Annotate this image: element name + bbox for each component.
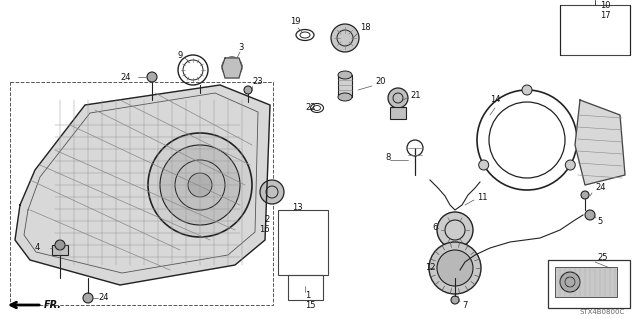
Text: 12: 12 <box>425 263 435 272</box>
Circle shape <box>244 86 252 94</box>
Text: 4: 4 <box>35 243 40 253</box>
Text: 16: 16 <box>259 226 270 234</box>
Text: 9: 9 <box>178 50 183 60</box>
Text: 7: 7 <box>462 300 467 309</box>
Text: 23: 23 <box>252 78 262 86</box>
Circle shape <box>388 88 408 108</box>
Circle shape <box>522 85 532 95</box>
Circle shape <box>585 210 595 220</box>
Text: 22: 22 <box>305 103 316 113</box>
Polygon shape <box>15 85 270 285</box>
Text: 14: 14 <box>490 95 500 105</box>
Bar <box>52 245 68 255</box>
Text: 17: 17 <box>600 11 611 19</box>
Circle shape <box>565 160 575 170</box>
Circle shape <box>560 272 580 292</box>
Polygon shape <box>222 58 242 78</box>
Bar <box>10 82 273 305</box>
Circle shape <box>451 296 459 304</box>
Text: 1: 1 <box>305 291 310 300</box>
Circle shape <box>479 160 489 170</box>
Text: STX4B0800C: STX4B0800C <box>580 309 625 315</box>
Text: 5: 5 <box>597 218 602 226</box>
Circle shape <box>188 173 212 197</box>
Text: 10: 10 <box>600 1 611 10</box>
Text: 3: 3 <box>238 42 243 51</box>
Circle shape <box>83 293 93 303</box>
Text: FR.: FR. <box>44 300 62 310</box>
Circle shape <box>260 180 284 204</box>
Text: 6: 6 <box>432 224 437 233</box>
Bar <box>390 107 406 119</box>
Text: 20: 20 <box>375 78 385 86</box>
Bar <box>548 260 630 308</box>
Bar <box>288 275 323 300</box>
Text: 24: 24 <box>98 293 109 302</box>
Circle shape <box>437 212 473 248</box>
Circle shape <box>331 24 359 52</box>
Text: 8: 8 <box>385 153 390 162</box>
Circle shape <box>55 240 65 250</box>
Text: 13: 13 <box>292 203 303 211</box>
Text: 24: 24 <box>595 183 605 192</box>
Bar <box>555 267 617 297</box>
Text: 19: 19 <box>290 18 301 26</box>
Circle shape <box>160 145 240 225</box>
Text: 25: 25 <box>597 254 607 263</box>
Circle shape <box>437 250 473 286</box>
Circle shape <box>148 133 252 237</box>
Bar <box>278 210 328 275</box>
Text: 15: 15 <box>305 300 316 309</box>
Polygon shape <box>575 100 625 185</box>
Circle shape <box>581 191 589 199</box>
Ellipse shape <box>338 93 352 101</box>
Circle shape <box>147 72 157 82</box>
Text: 11: 11 <box>477 192 488 202</box>
Text: 2: 2 <box>265 216 270 225</box>
Bar <box>338 75 352 97</box>
Ellipse shape <box>338 71 352 79</box>
Text: 21: 21 <box>410 91 420 100</box>
Bar <box>560 5 630 55</box>
Text: 24: 24 <box>120 72 131 81</box>
Circle shape <box>429 242 481 294</box>
Text: 18: 18 <box>360 24 371 33</box>
